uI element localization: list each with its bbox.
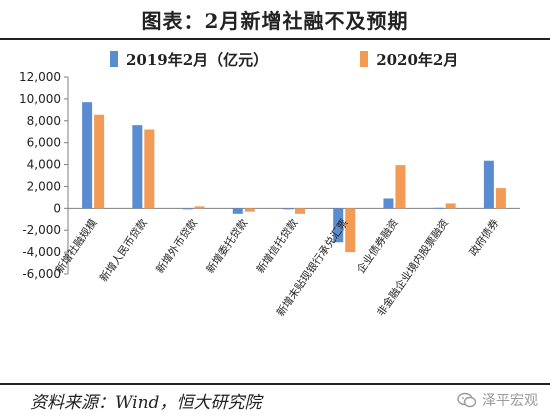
y-tick-label: -4,000	[22, 245, 61, 259]
y-tick-label: 8,000	[27, 114, 61, 128]
y-tick-label: 10,000	[19, 92, 61, 106]
x-tick-label: 新增人民币贷款	[97, 216, 150, 284]
bar-series-2	[244, 208, 255, 212]
bar-series-2	[345, 208, 356, 253]
bar-series-2	[94, 114, 105, 209]
bar-series-1	[483, 160, 494, 209]
x-tick-label: 新增委托贷款	[203, 216, 250, 275]
bar-series-2	[144, 129, 155, 209]
bar-series-1	[82, 102, 93, 209]
y-tick-label: 6,000	[27, 136, 61, 150]
bar-series-1	[182, 208, 193, 210]
x-tick-label: 政府债券	[467, 216, 502, 258]
y-tick-label: 12,000	[19, 72, 61, 84]
legend-label-series-1: 2019年2月（亿元）	[126, 50, 269, 69]
watermark: 泽平宏观	[457, 390, 538, 410]
bar-series-2	[395, 165, 406, 209]
y-tick-label: 0	[53, 201, 61, 215]
legend-swatch-series-2	[360, 51, 369, 67]
x-tick-label: 企业债券融资	[354, 217, 401, 276]
y-tick-label: 4,000	[27, 158, 61, 172]
x-tick-label: 新增外币贷款	[153, 216, 200, 275]
legend-label-series-2: 2020年2月	[376, 50, 459, 69]
bar-series-1	[283, 208, 293, 210]
wechat-icon	[457, 392, 477, 408]
watermark-text: 泽平宏观	[482, 393, 538, 409]
y-tick-label: -6,000	[22, 267, 61, 281]
legend: 2019年2月（亿元） 2020年2月	[110, 48, 540, 70]
bar-series-1	[232, 208, 243, 214]
source-note: 资料来源：Wind，恒大研究院	[30, 393, 262, 413]
bar-series-2	[495, 188, 506, 209]
title-bar: 图表：2月新增社融不及预期	[0, 0, 550, 40]
bar-series-2	[295, 208, 305, 214]
legend-swatch-series-1	[110, 51, 118, 67]
bar-series-2	[194, 206, 205, 209]
y-tick-label: 2,000	[27, 179, 61, 193]
bar-series-1	[383, 198, 394, 209]
bar-series-2	[445, 203, 456, 209]
chart-title: 图表：2月新增社融不及预期	[141, 8, 409, 33]
bar-series-1	[132, 125, 143, 209]
legend-item-series-2: 2020年2月	[360, 49, 458, 70]
y-tick-label: -2,000	[22, 223, 61, 237]
bar-series-1	[433, 207, 444, 209]
bar-chart: -6,000 -4,000 -2,000 0 2,000 4,000 6,000 8,000 1…	[19, 72, 520, 319]
x-tick-label: 新增信托贷款	[254, 216, 301, 275]
legend-item-series-1: 2019年2月（亿元）	[110, 49, 268, 70]
bar-series-1	[333, 208, 344, 243]
footer-divider	[0, 383, 550, 385]
